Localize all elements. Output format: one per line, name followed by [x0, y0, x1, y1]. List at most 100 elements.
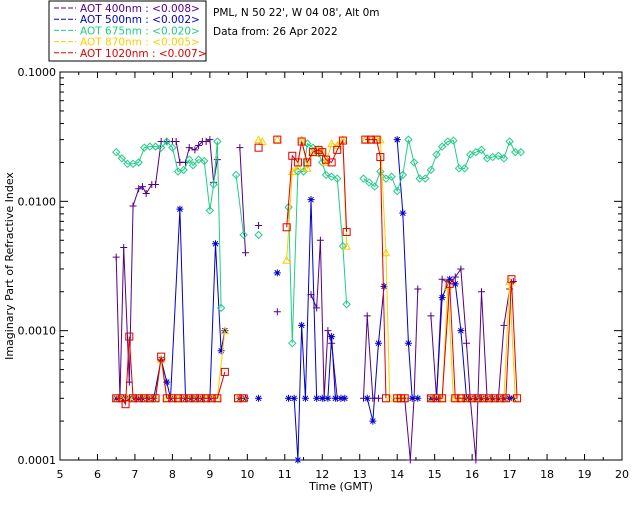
data-point-triangle	[282, 255, 292, 264]
data-point-diamond	[460, 164, 469, 173]
data-point-diamond	[432, 150, 441, 159]
data-point-square	[432, 394, 441, 403]
data-point-asterisk	[399, 209, 407, 217]
series-line	[235, 174, 245, 235]
data-point-asterisk	[337, 394, 345, 402]
data-point-plus	[202, 138, 210, 146]
data-point-square	[121, 400, 130, 409]
data-point-square	[239, 394, 248, 403]
data-point-asterisk	[408, 394, 416, 402]
data-point-plus	[324, 327, 332, 335]
data-point-asterisk	[211, 240, 219, 248]
data-point-diamond	[342, 300, 351, 309]
series-line	[366, 286, 385, 422]
data-point-asterisk	[298, 321, 306, 329]
data-point-diamond	[145, 142, 155, 151]
data-point-square	[157, 352, 166, 361]
data-point-square	[273, 135, 282, 144]
data-point-square	[438, 394, 447, 403]
data-point-diamond	[200, 156, 209, 166]
data-point-triangle	[381, 248, 391, 257]
data-point-square	[451, 394, 460, 403]
data-point-triangle	[156, 354, 166, 363]
x-tick-label: 6	[94, 468, 101, 481]
data-point-asterisk	[318, 394, 326, 402]
data-point-square	[190, 394, 199, 403]
data-point-plus	[363, 312, 371, 320]
data-point-asterisk	[438, 294, 446, 302]
x-tick-label: 7	[131, 468, 138, 481]
data-point-diamond	[333, 174, 342, 183]
data-point-diamond	[123, 159, 132, 169]
x-tick-label: 12	[315, 468, 329, 481]
data-point-square	[496, 394, 505, 403]
data-point-plus	[478, 288, 485, 296]
data-point-square	[468, 394, 477, 403]
data-point-asterisk	[255, 394, 263, 402]
data-point-square	[322, 155, 331, 164]
legend-entry-label: AOT 870nm : <0.005>	[80, 37, 200, 49]
series-line	[115, 140, 222, 308]
data-point-square	[342, 227, 351, 236]
data-point-plus	[451, 273, 459, 281]
data-point-square	[513, 394, 522, 403]
series-aot-400nm	[112, 136, 517, 464]
data-point-diamond	[151, 142, 160, 151]
data-point-diamond	[327, 172, 336, 181]
series-line	[363, 139, 521, 193]
data-point-square	[501, 394, 510, 403]
x-tick-label: 14	[390, 468, 404, 481]
data-point-plus	[500, 321, 508, 329]
data-point-square	[308, 148, 317, 157]
data-point-square	[179, 394, 188, 403]
data-point-plus	[255, 222, 263, 230]
series-line	[362, 315, 379, 399]
data-point-diamond	[415, 174, 424, 183]
data-point-asterisk	[363, 394, 371, 402]
series-line	[310, 240, 341, 399]
data-point-diamond	[398, 170, 408, 180]
data-point-square	[366, 135, 375, 144]
data-point-square	[196, 394, 205, 403]
data-point-asterisk	[341, 394, 349, 402]
series-layer	[111, 135, 526, 464]
data-point-asterisk	[313, 394, 321, 402]
data-point-triangle	[302, 163, 312, 172]
series-aot-1020nm	[112, 135, 522, 409]
data-point-square	[318, 148, 327, 157]
x-tick-label: 19	[578, 468, 592, 481]
data-point-plus	[457, 265, 465, 273]
data-point-square	[129, 394, 138, 403]
data-point-diamond	[254, 230, 263, 240]
data-point-plus	[129, 202, 137, 210]
data-point-diamond	[194, 155, 203, 164]
y-tick-label: 0.0010	[18, 325, 57, 338]
data-point-plus	[185, 144, 193, 152]
data-point-square	[381, 394, 390, 403]
data-point-plus	[406, 456, 414, 464]
data-point-diamond	[293, 167, 303, 176]
data-point-diamond	[231, 170, 241, 180]
site-info: PML, N 50 22', W 04 08', Alt 0m	[213, 7, 380, 19]
data-point-diamond	[288, 338, 297, 348]
data-point-diamond	[392, 186, 402, 196]
data-point-square	[445, 279, 454, 288]
data-point-square	[400, 394, 409, 403]
data-point-diamond	[162, 137, 171, 146]
x-tick-label: 8	[169, 468, 176, 481]
data-point-asterisk	[369, 417, 377, 425]
data-date: Data from: 26 Apr 2022	[213, 26, 338, 38]
data-point-square	[151, 394, 160, 403]
x-tick-label: 18	[540, 468, 554, 481]
data-point-square	[376, 153, 385, 162]
data-point-diamond	[205, 206, 215, 215]
legend-entries: AOT 400nm : <0.008>AOT 500nm : <0.002>AO…	[54, 3, 207, 60]
data-point-plus	[236, 144, 244, 152]
data-point-plus	[427, 312, 435, 320]
data-point-diamond	[505, 137, 514, 146]
data-point-plus	[152, 180, 160, 188]
data-point-diamond	[179, 165, 188, 175]
data-point-square	[333, 145, 342, 154]
data-point-diamond	[213, 137, 222, 146]
x-tick-label: 16	[465, 468, 479, 481]
